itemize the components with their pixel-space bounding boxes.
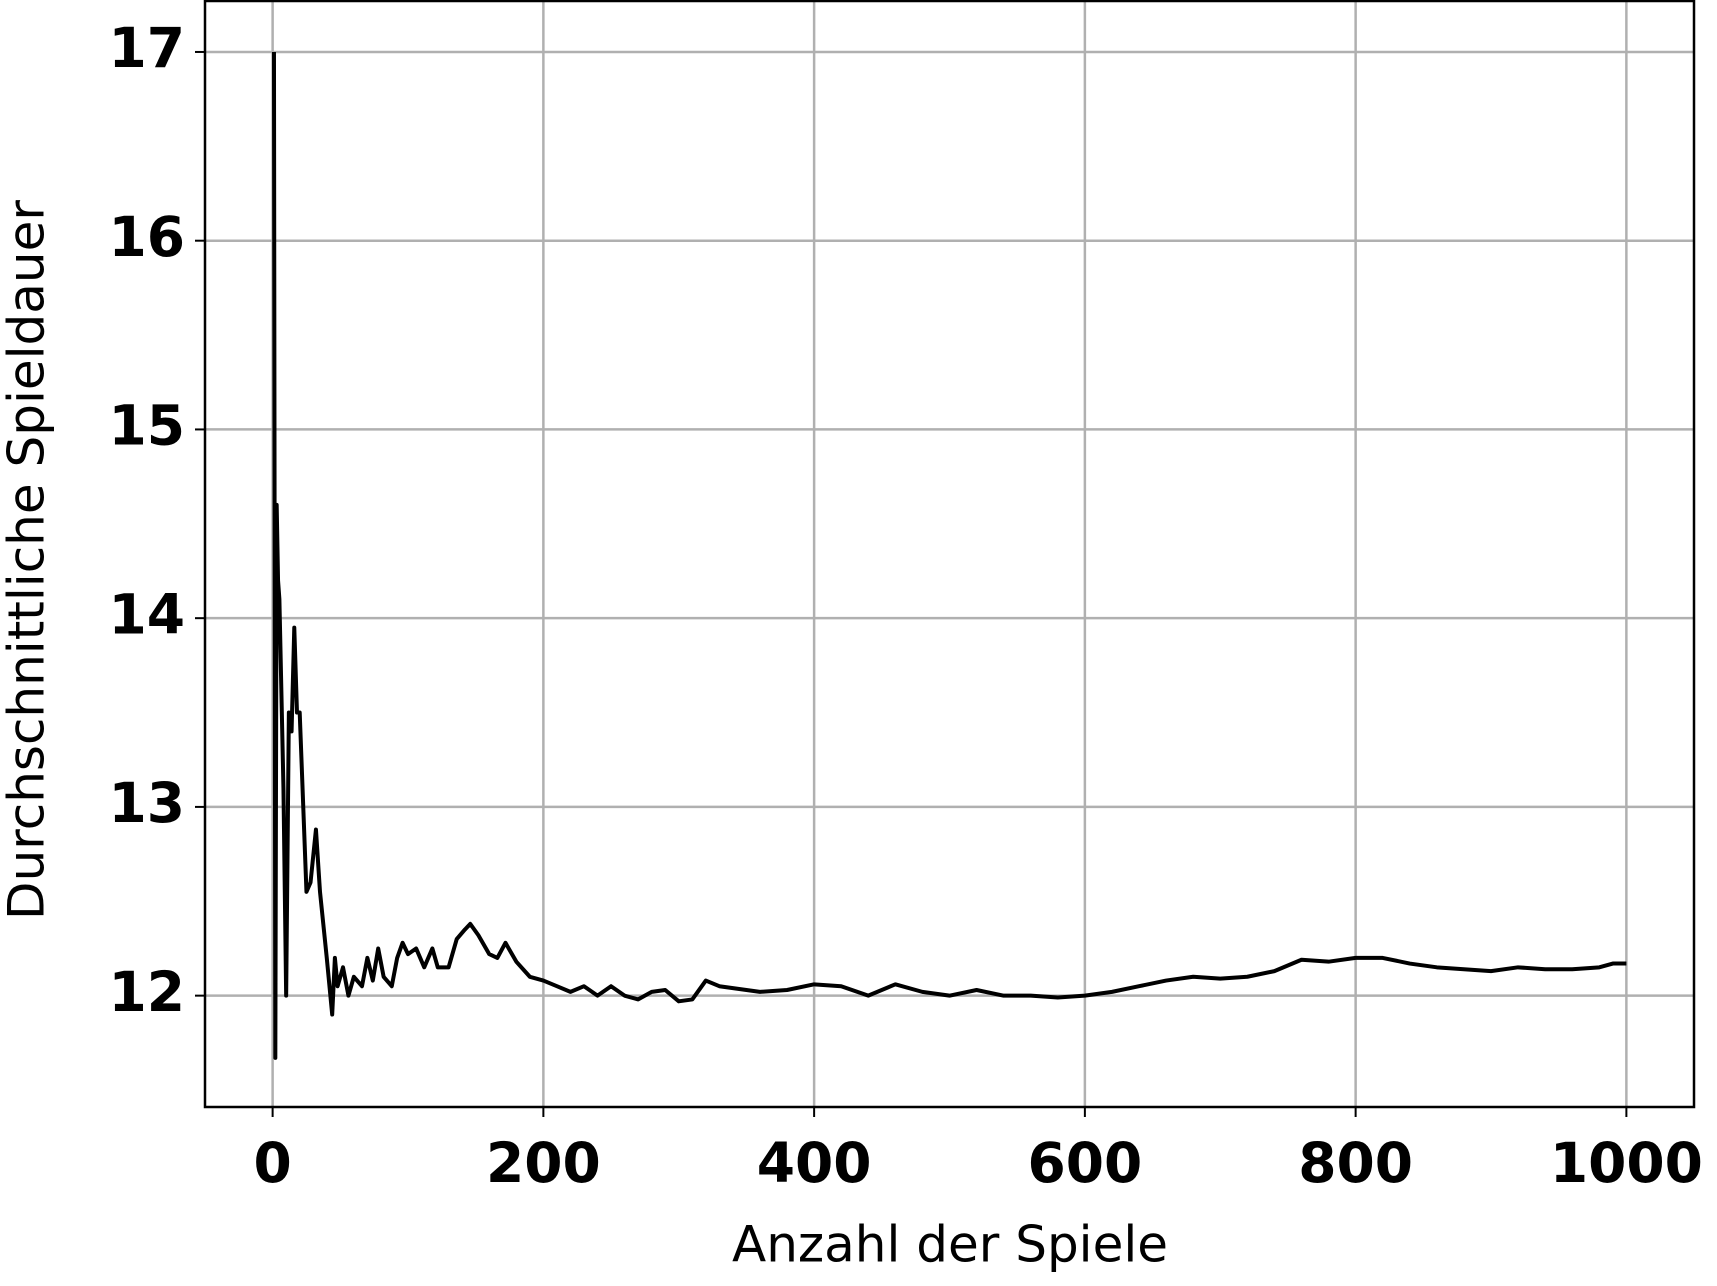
x-tick-label: 800 <box>1298 1131 1413 1195</box>
data-line <box>271 51 1627 1060</box>
y-tick-label: 15 <box>108 394 185 458</box>
plot-frame <box>203 0 1696 1109</box>
y-tick-label: 14 <box>108 582 185 646</box>
x-tick-label: 0 <box>253 1131 291 1195</box>
x-axis-label: Anzahl der Spiele <box>732 1216 1168 1274</box>
y-tick-label: 16 <box>108 205 185 269</box>
y-tick-label: 17 <box>108 16 185 80</box>
y-axis-label: Durchschnittliche Spieldauer <box>0 200 56 920</box>
x-tick-label: 1000 <box>1550 1131 1703 1195</box>
y-tick-label: 13 <box>108 771 185 835</box>
x-tick-label: 400 <box>757 1131 872 1195</box>
x-tick-label: 600 <box>1027 1131 1142 1195</box>
x-tick-label: 200 <box>486 1131 601 1195</box>
y-tick-label: 12 <box>108 960 185 1024</box>
